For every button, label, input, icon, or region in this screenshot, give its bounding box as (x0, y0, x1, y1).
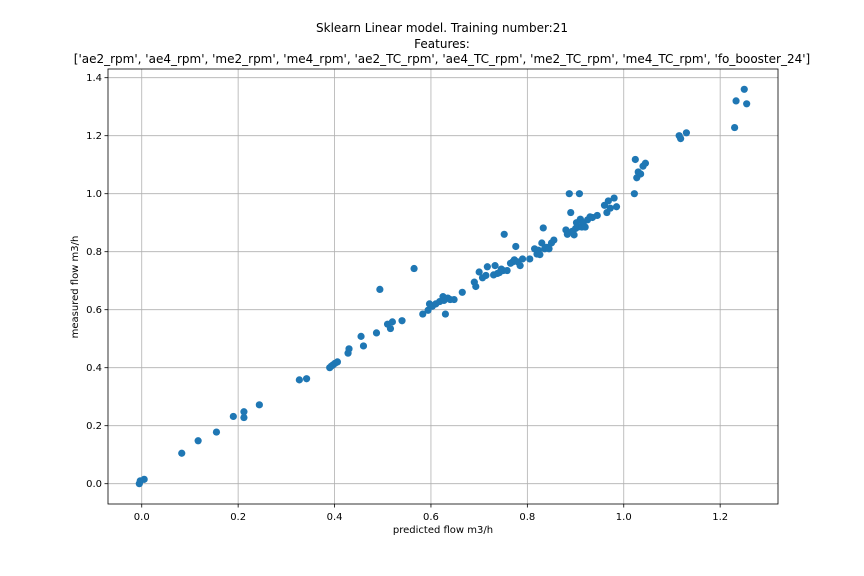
scatter-point (516, 262, 524, 270)
scatter-point (606, 204, 614, 212)
title-line-1: Sklearn Linear model. Training number:21 (316, 21, 568, 35)
scatter-point (732, 97, 740, 105)
scatter-point (388, 318, 396, 326)
chart-title: Sklearn Linear model. Training number:21… (74, 21, 810, 66)
y-tick-label: 0.0 (86, 479, 102, 490)
scatter-point (637, 170, 645, 178)
scatter-point (240, 413, 248, 422)
axis-ticks: 0.0 0.2 0.4 0.6 0.8 1.0 1.2 0.0 0.2 0.4 0.6 0.8 1.0 1… (86, 73, 728, 523)
x-tick-label: 0.8 (519, 512, 535, 523)
plot-frame (107, 68, 779, 505)
scatter-point (518, 255, 527, 263)
scatter-point (740, 85, 748, 93)
scatter-point (345, 345, 353, 353)
y-tick-label: 0.8 (86, 247, 102, 258)
y-tick-label: 0.6 (86, 305, 102, 316)
y-tick-label: 1.0 (86, 189, 102, 200)
scatter-point (441, 310, 450, 318)
scatter-point (359, 342, 368, 350)
scatter-point (536, 251, 544, 259)
scatter-point (458, 288, 466, 296)
scatter-point (491, 262, 499, 270)
scatter-point (677, 135, 685, 143)
scatter-point (731, 123, 739, 132)
data-points (135, 85, 751, 488)
x-axis-label: predicted flow m3/h (393, 525, 493, 536)
scatter-point (581, 223, 589, 231)
scatter-point (357, 332, 365, 340)
scatter-point (500, 230, 508, 238)
scatter-point (398, 317, 406, 325)
scatter-point (482, 271, 490, 280)
scatter-point (240, 408, 248, 416)
x-tick-label: 0.0 (134, 512, 150, 523)
scatter-point (545, 245, 553, 253)
scatter-point (178, 449, 186, 457)
x-tick-label: 1.0 (616, 512, 632, 523)
scatter-point (631, 155, 639, 164)
scatter-point (483, 263, 491, 271)
y-tick-label: 0.4 (86, 363, 102, 374)
scatter-point (610, 194, 618, 202)
scatter-point (682, 129, 691, 137)
scatter-point (229, 412, 237, 421)
scatter-point (743, 100, 751, 108)
scatter-point (503, 266, 511, 275)
scatter-point (472, 282, 480, 291)
scatter-point (386, 324, 395, 333)
scatter-point (565, 190, 573, 198)
scatter-point (512, 242, 520, 251)
scatter-point (567, 208, 575, 217)
scatter-point (641, 159, 650, 167)
scatter-point (295, 376, 303, 384)
scatter-point (630, 190, 638, 198)
x-tick-label: 0.2 (230, 512, 246, 523)
scatter-point (410, 264, 418, 273)
scatter-point (333, 358, 342, 366)
scatter-point (302, 375, 311, 383)
scatter-point (538, 239, 546, 247)
title-line-2: Features: (414, 37, 470, 51)
scatter-point (450, 295, 458, 304)
y-tick-label: 1.4 (86, 73, 102, 84)
scatter-point (194, 437, 202, 445)
scatter-point (539, 224, 547, 232)
scatter-point (372, 329, 381, 337)
y-tick-label: 1.2 (86, 131, 102, 142)
scatter-point (376, 285, 384, 293)
scatter-point (550, 236, 558, 244)
scatter-point (604, 197, 612, 205)
scatter-point (212, 428, 221, 436)
grid (108, 69, 778, 504)
y-tick-label: 0.2 (86, 421, 102, 432)
scatter-point (570, 231, 578, 239)
scatter-point (575, 190, 584, 198)
scatter-point (140, 475, 148, 483)
scatter-point (255, 401, 263, 409)
x-tick-label: 0.6 (423, 512, 439, 523)
x-tick-label: 1.2 (712, 512, 728, 523)
scatter-point (593, 211, 601, 220)
x-tick-label: 0.4 (327, 512, 343, 523)
title-line-3: ['ae2_rpm', 'ae4_rpm', 'me2_rpm', 'me4_r… (74, 52, 810, 66)
scatter-point (419, 310, 427, 318)
scatter-point (475, 268, 483, 276)
scatter-point (612, 203, 621, 211)
scatter-point (526, 255, 534, 263)
y-axis-label: measured flow m3/h (70, 236, 81, 339)
